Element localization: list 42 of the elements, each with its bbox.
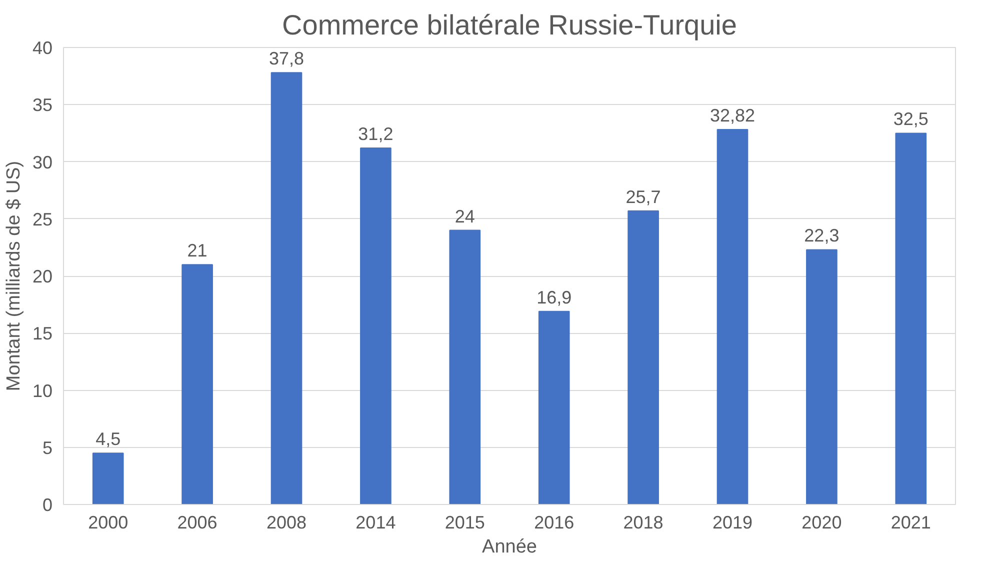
x-tick-label: 2015 xyxy=(444,512,485,532)
bar xyxy=(182,264,213,504)
data-label: 37,8 xyxy=(268,48,304,69)
y-tick-label: 5 xyxy=(42,438,53,458)
chart-title: Commerce bilatérale Russie-Turquie xyxy=(282,10,737,40)
bar xyxy=(538,310,570,504)
data-label: 24 xyxy=(454,206,475,226)
x-tick-label: 2016 xyxy=(534,512,574,532)
bar xyxy=(895,132,927,504)
y-tick-label: 35 xyxy=(32,95,53,116)
x-tick-label: 2014 xyxy=(356,512,396,532)
data-label: 16,9 xyxy=(536,287,572,308)
x-tick-label: 2008 xyxy=(266,512,307,532)
y-tick-label: 20 xyxy=(32,266,53,286)
y-tick-label: 30 xyxy=(32,152,53,172)
bar xyxy=(716,129,748,504)
bar xyxy=(806,249,838,504)
data-label: 21 xyxy=(187,240,208,261)
bar xyxy=(92,452,124,504)
y-axis-title: Montant (milliards de $ US) xyxy=(3,160,24,392)
x-tick-label: 2019 xyxy=(712,512,753,532)
y-tick-label: 25 xyxy=(32,209,53,230)
x-tick-label: 2006 xyxy=(177,512,218,532)
data-label: 32,82 xyxy=(710,106,756,126)
data-label: 22,3 xyxy=(804,226,840,246)
bar xyxy=(628,210,659,504)
y-tick-label: 0 xyxy=(42,495,53,515)
bar xyxy=(449,230,481,504)
x-tick-label: 2021 xyxy=(890,512,931,532)
data-label: 32,5 xyxy=(893,109,928,130)
x-tick-label: 2000 xyxy=(88,512,128,532)
x-tick-label: 2018 xyxy=(623,512,664,532)
y-tick-label: 10 xyxy=(32,380,53,401)
x-axis-title: Année xyxy=(482,536,537,558)
bar xyxy=(360,148,392,504)
x-tick-label: 2020 xyxy=(802,512,842,532)
y-tick-label: 40 xyxy=(32,38,53,58)
bar xyxy=(270,72,302,504)
y-tick-label: 15 xyxy=(32,324,53,344)
data-label: 31,2 xyxy=(358,124,394,144)
data-label: 25,7 xyxy=(626,186,661,207)
data-label: 4,5 xyxy=(96,429,121,450)
